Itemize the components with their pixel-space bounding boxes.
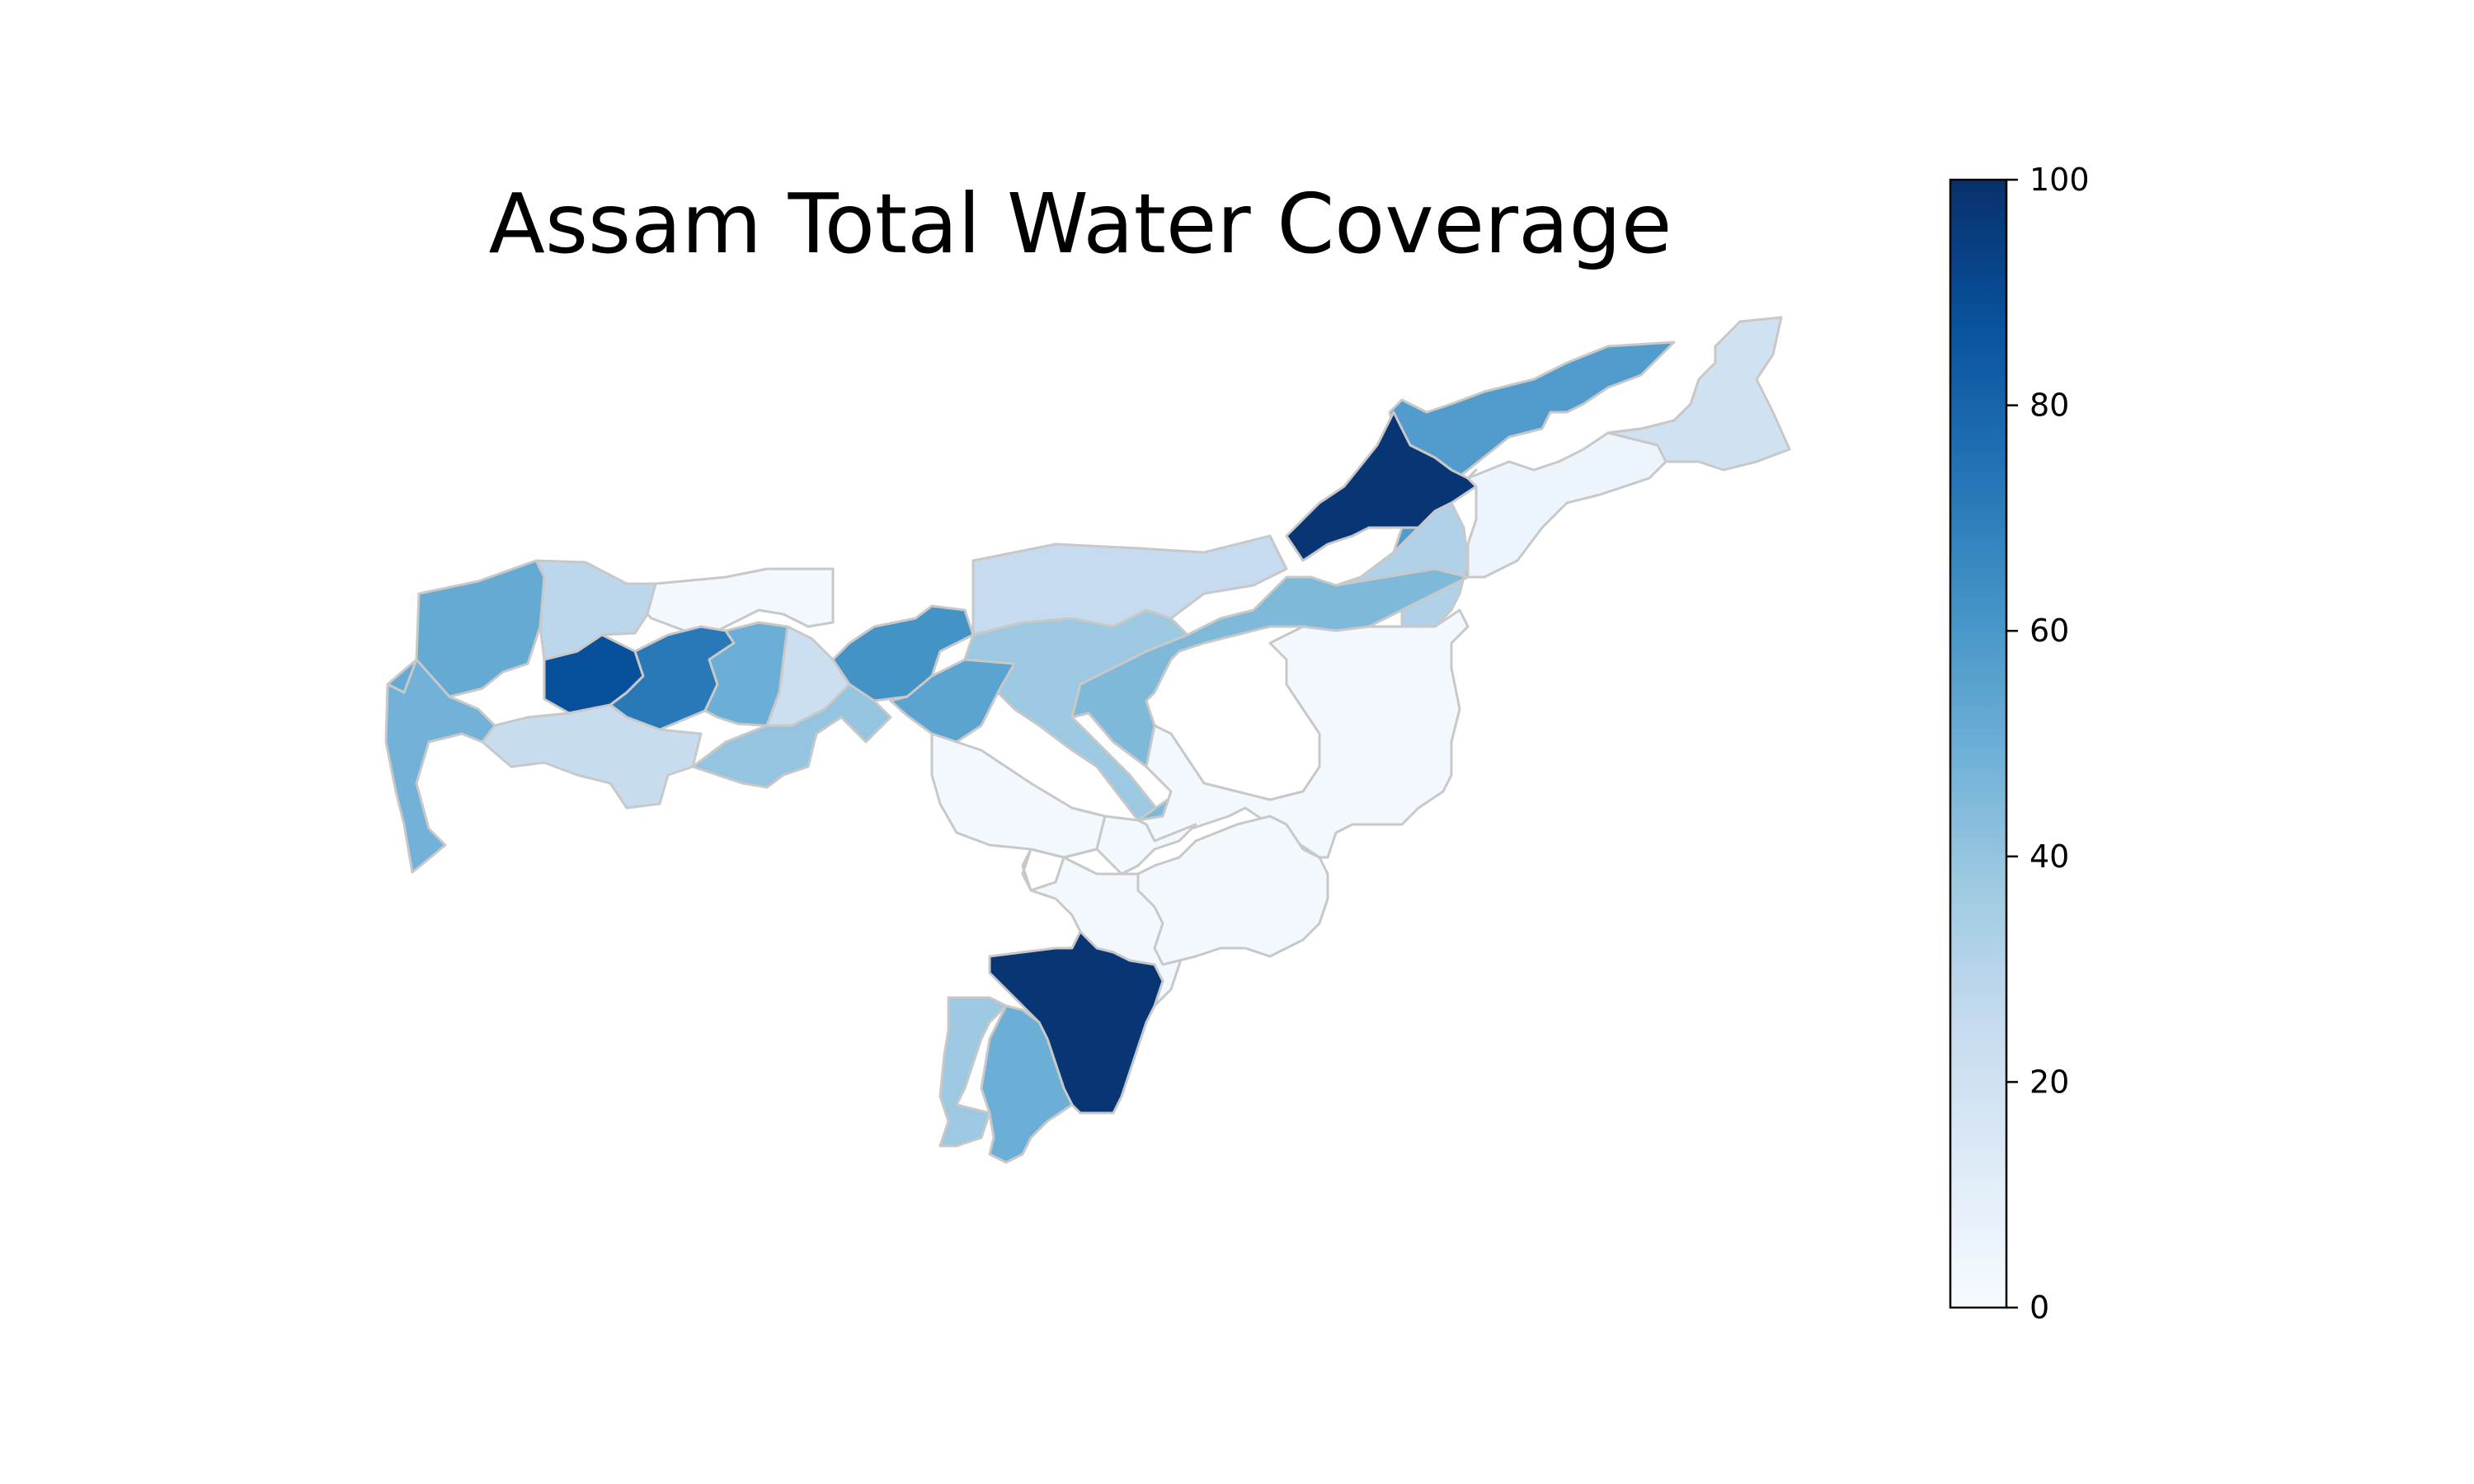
district-region <box>534 559 657 661</box>
colorbar-tick-label: 60 <box>2030 613 2069 649</box>
district-region <box>691 683 892 789</box>
district-region <box>1136 608 1470 859</box>
district-region <box>1606 316 1791 472</box>
colorbar-ticks: 0 20 40 60 80 100 <box>2006 162 2090 1326</box>
chart-title: Assam Total Water Coverage <box>489 176 1672 272</box>
colorbar-tick-label: 0 <box>2030 1289 2049 1326</box>
district-region <box>1285 411 1478 562</box>
colorbar-tick-label: 40 <box>2030 838 2069 875</box>
colorbar-tick-label: 80 <box>2030 387 2069 424</box>
assam-district-map <box>384 316 1791 1164</box>
district-region <box>1466 427 1667 579</box>
colorbar-tick-label: 100 <box>2030 162 2090 198</box>
district-region <box>481 703 703 810</box>
district-region <box>971 534 1288 636</box>
district-region <box>1136 815 1329 966</box>
district-region <box>646 567 835 636</box>
district-region <box>1334 501 1470 628</box>
district-region <box>384 658 496 874</box>
colorbar-gradient <box>1949 178 2008 1309</box>
colorbar-legend: 0 20 40 60 80 100 <box>1949 162 2090 1326</box>
district-region <box>980 1004 1074 1164</box>
colorbar-tick-label: 20 <box>2030 1064 2069 1100</box>
